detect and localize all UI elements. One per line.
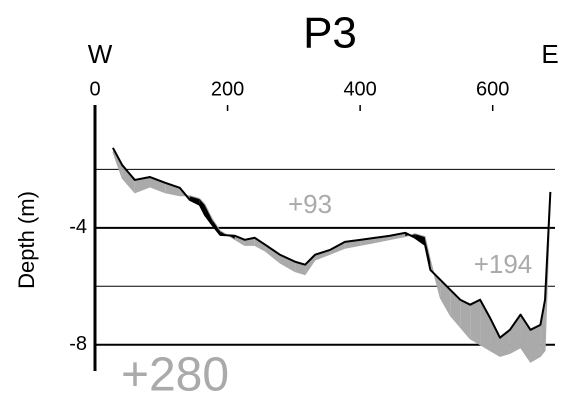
- difference-fill: [460, 299, 471, 339]
- difference-fill: [150, 177, 166, 193]
- annotation: +194: [474, 249, 533, 279]
- difference-fill: [440, 279, 451, 316]
- difference-fill: [279, 254, 296, 272]
- difference-fill: [509, 314, 521, 354]
- y-axis-label: Depth (m): [14, 191, 39, 289]
- difference-fill: [265, 244, 280, 263]
- difference-fill: [205, 204, 213, 225]
- x-tick-label: 400: [343, 78, 376, 100]
- x-tick-label: 600: [476, 78, 509, 100]
- difference-fill: [254, 237, 266, 252]
- difference-fill: [234, 235, 245, 246]
- difference-fill: [470, 299, 481, 345]
- east-label: E: [541, 39, 558, 69]
- difference-fill: [165, 182, 180, 196]
- difference-fill: [134, 177, 151, 193]
- x-tick-label: 200: [211, 78, 244, 100]
- y-tick-label: -8: [69, 333, 87, 355]
- west-label: W: [88, 39, 113, 69]
- difference-fill: [315, 249, 331, 260]
- difference-fill: [540, 299, 546, 357]
- annotation: +93: [288, 189, 332, 219]
- chart-title: P3: [303, 9, 357, 58]
- difference-fill: [490, 317, 500, 357]
- difference-fill: [305, 254, 316, 275]
- difference-fill: [480, 299, 491, 351]
- annotation: +280: [121, 349, 229, 402]
- difference-fill: [122, 165, 135, 193]
- difference-fill: [530, 324, 541, 363]
- x-tick-label: 0: [89, 78, 100, 100]
- y-tick-label: -4: [69, 216, 87, 238]
- profile-line-2: [112, 151, 551, 363]
- profile-line-1: [112, 147, 552, 339]
